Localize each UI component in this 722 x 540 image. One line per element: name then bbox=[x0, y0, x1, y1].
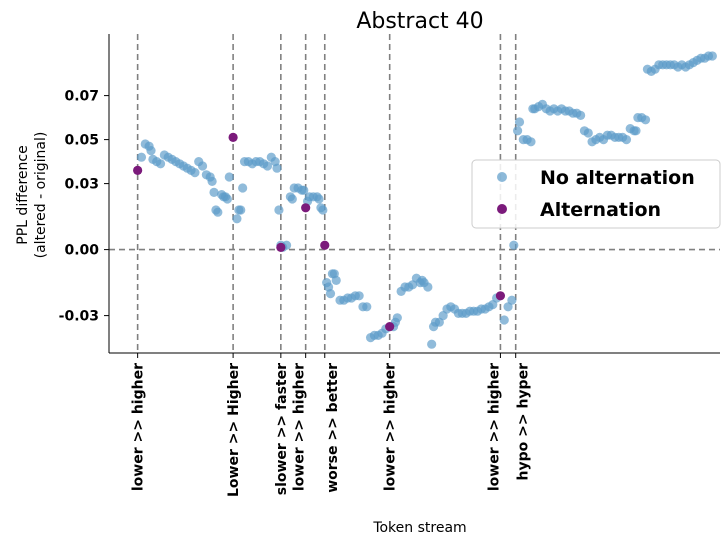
no-alternation-point-20 bbox=[207, 176, 217, 186]
no-alternation-point-6 bbox=[155, 159, 166, 169]
x-tick-label-7: hypo >> hyper bbox=[516, 363, 532, 481]
no-alternation-point-48 bbox=[287, 194, 297, 204]
y-axis-label: PPL difference (altered - original) bbox=[15, 132, 49, 259]
x-tick-label-2: slower >> faster bbox=[274, 363, 290, 495]
no-alternation-point-118 bbox=[526, 137, 536, 147]
no-alternation-point-29 bbox=[232, 214, 242, 224]
x-tick-label-0: lower >> higher bbox=[131, 363, 147, 491]
legend-marker-no-alternation bbox=[497, 172, 507, 182]
x-tick-label-1: Lower >> Higher bbox=[226, 363, 242, 497]
no-alternation-point-17 bbox=[197, 161, 208, 171]
no-alternation-point-57 bbox=[314, 194, 324, 204]
no-alternation-point-0 bbox=[136, 152, 147, 162]
alternation-point-3 bbox=[301, 203, 311, 213]
y-tick-label-3: 0.00 bbox=[64, 243, 99, 259]
no-alternation-point-21 bbox=[209, 187, 219, 197]
no-alternation-point-132 bbox=[576, 110, 586, 120]
no-alternation-point-31 bbox=[236, 205, 246, 215]
no-alternation-point-168 bbox=[707, 51, 717, 61]
no-alternation-point-134 bbox=[583, 128, 593, 138]
legend: No alternation Alternation bbox=[471, 159, 721, 229]
legend-label-no-alternation: No alternation bbox=[540, 167, 695, 189]
no-alternation-point-81 bbox=[392, 313, 402, 323]
axes bbox=[108, 34, 720, 354]
no-alternation-point-147 bbox=[631, 126, 641, 136]
no-alternation-point-90 bbox=[423, 282, 433, 292]
y-ticks: 0.07 0.05 0.03 0.00 -0.03 bbox=[59, 89, 109, 325]
no-alternation-point-73 bbox=[362, 302, 372, 312]
no-alternation-point-27 bbox=[222, 194, 232, 204]
no-alternation-point-113 bbox=[509, 240, 519, 250]
legend-marker-alternation bbox=[497, 204, 507, 214]
alternation-point-1 bbox=[228, 132, 238, 142]
alternation-point-4 bbox=[320, 240, 330, 250]
x-tick-label-6: lower >> higher bbox=[486, 363, 502, 491]
chart-title: Abstract 40 bbox=[356, 9, 483, 34]
no-alternation-point-110 bbox=[499, 315, 509, 325]
no-alternation-point-59 bbox=[318, 205, 328, 215]
alternation-point-0 bbox=[133, 165, 143, 175]
y-axis-label-line1: PPL difference bbox=[15, 145, 31, 244]
y-tick-label-1: 0.05 bbox=[64, 133, 99, 149]
y-axis-label-line2: (altered - original) bbox=[33, 132, 49, 259]
no-alternation-point-112 bbox=[507, 295, 517, 305]
x-tick-label-4: worse >> better bbox=[325, 363, 341, 493]
no-alternation-point-32 bbox=[238, 183, 248, 193]
legend-label-alternation: Alternation bbox=[540, 199, 661, 221]
no-alternation-point-52 bbox=[299, 185, 309, 195]
no-alternation-point-65 bbox=[331, 275, 341, 285]
vertical-reference-lines bbox=[136, 34, 517, 353]
no-alternation-point-15 bbox=[190, 168, 200, 178]
y-tick-label-2: 0.03 bbox=[64, 177, 99, 193]
alternation-point-6 bbox=[495, 291, 506, 301]
no-alternation-point-23 bbox=[213, 207, 223, 217]
data-points bbox=[133, 51, 717, 349]
no-alternation-point-71 bbox=[354, 291, 364, 301]
no-alternation-point-114 bbox=[513, 126, 523, 136]
x-tick-labels: lower >> higher Lower >> Higher slower >> … bbox=[131, 353, 532, 497]
no-alternation-point-144 bbox=[621, 135, 632, 145]
no-alternation-point-39 bbox=[262, 161, 273, 171]
no-alternation-point-62 bbox=[325, 289, 336, 299]
no-alternation-point-3 bbox=[146, 146, 156, 156]
alternation-point-2 bbox=[276, 242, 286, 252]
y-tick-label-0: 0.07 bbox=[64, 89, 99, 105]
no-alternation-point-91 bbox=[427, 339, 437, 349]
no-alternation-point-43 bbox=[274, 205, 284, 215]
no-alternation-point-42 bbox=[272, 163, 282, 173]
y-tick-label-4: -0.03 bbox=[59, 309, 99, 325]
alternation-point-5 bbox=[385, 322, 395, 332]
no-alternation-point-28 bbox=[224, 172, 234, 182]
legend-box bbox=[471, 159, 721, 229]
no-alternation-point-150 bbox=[640, 115, 651, 125]
x-tick-label-3: lower >> higher bbox=[292, 363, 308, 491]
x-tick-label-5: lower >> higher bbox=[383, 363, 399, 491]
no-alternation-point-115 bbox=[514, 117, 525, 127]
x-axis-label: Token stream bbox=[372, 520, 466, 536]
